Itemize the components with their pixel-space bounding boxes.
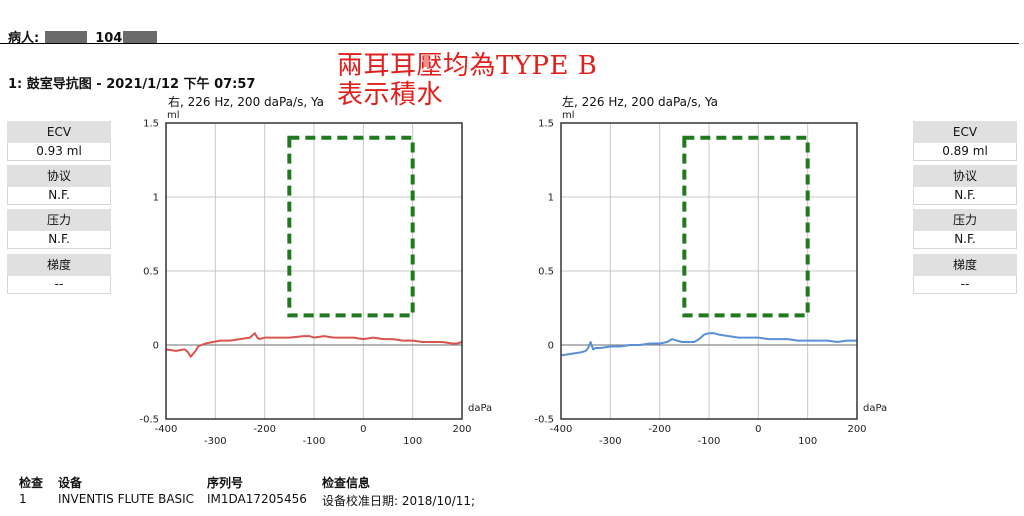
left-ecv-label: ECV — [913, 121, 1017, 143]
left-x-tick-label: -300 — [599, 436, 622, 447]
right-pressure-value: N.F. — [7, 231, 111, 249]
right-y-tick-label: 1.5 — [143, 119, 159, 130]
right-plot-frame — [165, 122, 463, 420]
left-x-tick-label: 200 — [847, 424, 866, 435]
right-ecv-label: ECV — [7, 121, 111, 143]
patient-id-fragment: 104 — [95, 31, 123, 46]
right-ear-chart-title: 右, 226 Hz, 200 daPa/s, Ya — [168, 95, 324, 109]
left-x-axis-unit: daPa — [863, 403, 887, 414]
right-x-tick-label: -200 — [253, 424, 276, 435]
right-y-tick-label: 0 — [153, 341, 159, 352]
redacted-id-block — [123, 31, 158, 44]
left-gradient-box: 梯度 -- — [913, 254, 1017, 294]
footer-header-serial: 序列号 — [207, 476, 244, 490]
left-gradient-label: 梯度 — [913, 254, 1017, 276]
left-y-tick-label: 0.5 — [538, 267, 554, 278]
footer-header-exam: 检查 — [19, 476, 44, 490]
right-y-tick-label: 1 — [153, 193, 159, 204]
left-ear-tympanogram: 1.5 1 0.5 0 -0.5-400 -200 0 200 -300 -100 100 ml daP… — [534, 110, 887, 447]
left-y-tick-label: 1.5 — [538, 119, 554, 130]
right-x-tick-label: -100 — [303, 436, 326, 447]
footer-exam-number: 1 — [19, 492, 27, 506]
right-x-tick-label: 100 — [403, 436, 422, 447]
right-pressure-box: 压力 N.F. — [7, 209, 111, 249]
footer-device-name: INVENTIS FLUTE BASIC — [58, 492, 195, 506]
right-pressure-label: 压力 — [7, 209, 111, 231]
right-x-axis-unit: daPa — [468, 403, 492, 414]
right-y-tick-label: -0.5 — [139, 415, 159, 426]
left-pressure-value: N.F. — [913, 231, 1017, 249]
right-x-tick-label: 0 — [360, 424, 366, 435]
left-compliance-curve — [560, 332, 857, 357]
left-y-tick-label: -0.5 — [534, 415, 554, 426]
annotation-line-1: 兩耳耳壓均為TYPE B — [337, 51, 598, 81]
left-ecv-value: 0.89 ml — [913, 143, 1017, 161]
right-highlight-box — [287, 135, 415, 318]
patient-label: 病人: — [8, 31, 40, 46]
left-y-axis-unit: ml — [562, 110, 575, 121]
left-protocol-box: 协议 N.F. — [913, 165, 1017, 205]
left-x-tick-label: 100 — [798, 436, 817, 447]
right-y-tick-label: 0.5 — [143, 267, 159, 278]
footer-serial-number: IM1DA17205456 — [207, 492, 307, 506]
right-ecv-value: 0.93 ml — [7, 143, 111, 161]
redacted-name-block — [45, 31, 88, 44]
annotation-line-2: 表示積水 — [337, 80, 444, 110]
right-gradient-label: 梯度 — [7, 254, 111, 276]
right-x-tick-label: -300 — [204, 436, 227, 447]
left-ear-chart-title: 左, 226 Hz, 200 daPa/s, Ya — [562, 95, 718, 109]
patient-header: 病人: 104 — [8, 27, 158, 46]
left-protocol-label: 协议 — [913, 165, 1017, 187]
left-x-tick-label: 0 — [755, 424, 761, 435]
left-x-tick-label: -100 — [698, 436, 721, 447]
test-title: 1: 鼓室导抗图 - 2021/1/12 下午 07:57 — [8, 77, 256, 92]
right-protocol-box: 协议 N.F. — [7, 165, 111, 205]
right-protocol-value: N.F. — [7, 187, 111, 205]
right-protocol-label: 协议 — [7, 165, 111, 187]
left-pressure-box: 压力 N.F. — [913, 209, 1017, 249]
right-ear-tympanogram: 1.5 1 0.5 0 -0.5-400 -200 0 200 -300 -100 100 ml daP… — [139, 110, 492, 447]
right-ecv-box: ECV 0.93 ml — [7, 121, 111, 161]
footer-header-device: 设备 — [58, 476, 83, 490]
left-y-tick-label: 0 — [548, 341, 554, 352]
left-plot-frame — [560, 122, 858, 420]
left-x-tick-label: -400 — [550, 424, 573, 435]
right-x-tick-label: -400 — [155, 424, 178, 435]
right-x-tick-label: 200 — [452, 424, 471, 435]
left-protocol-value: N.F. — [913, 187, 1017, 205]
right-gradient-value: -- — [7, 276, 111, 294]
right-gradient-box: 梯度 -- — [7, 254, 111, 294]
left-ecv-box: ECV 0.89 ml — [913, 121, 1017, 161]
left-highlight-box — [682, 135, 810, 318]
footer-header-info: 检查信息 — [322, 476, 371, 490]
left-gradient-value: -- — [913, 276, 1017, 294]
right-y-axis-unit: ml — [167, 110, 180, 121]
left-y-tick-label: 1 — [548, 193, 554, 204]
right-compliance-curve — [165, 332, 463, 358]
footer-exam-info: 设备校准日期: 2018/10/11; — [322, 494, 476, 508]
left-pressure-label: 压力 — [913, 209, 1017, 231]
left-x-tick-label: -200 — [648, 424, 671, 435]
header-divider — [0, 43, 1019, 44]
